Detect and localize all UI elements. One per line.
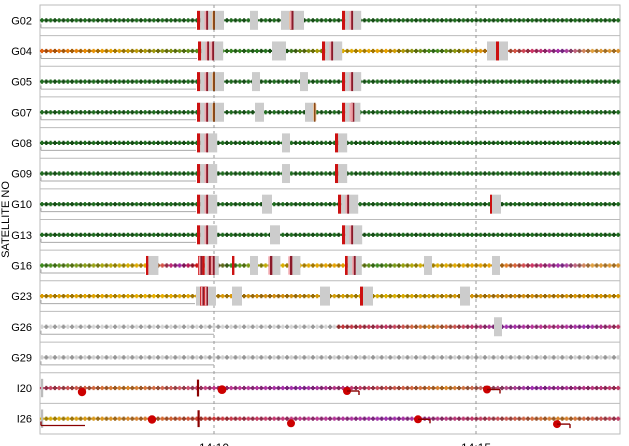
svg-text:G29: G29 <box>11 352 32 364</box>
svg-text:G16: G16 <box>11 260 32 272</box>
svg-text:G09: G09 <box>11 169 32 181</box>
svg-text:G23: G23 <box>11 291 32 303</box>
svg-text:G26: G26 <box>11 322 32 334</box>
svg-text:G08: G08 <box>11 138 32 150</box>
svg-text:I20: I20 <box>17 383 32 395</box>
svg-text:I26: I26 <box>17 414 32 426</box>
svg-text:SATELLITE NO: SATELLITE NO <box>0 181 12 258</box>
svg-text:14:10: 14:10 <box>199 441 229 446</box>
svg-text:G04: G04 <box>11 46 32 58</box>
svg-text:G05: G05 <box>11 77 32 89</box>
svg-text:G13: G13 <box>11 230 32 242</box>
svg-text:14:15: 14:15 <box>461 441 491 446</box>
svg-text:G07: G07 <box>11 107 32 119</box>
svg-text:G02: G02 <box>11 15 32 27</box>
svg-text:G10: G10 <box>11 199 32 211</box>
